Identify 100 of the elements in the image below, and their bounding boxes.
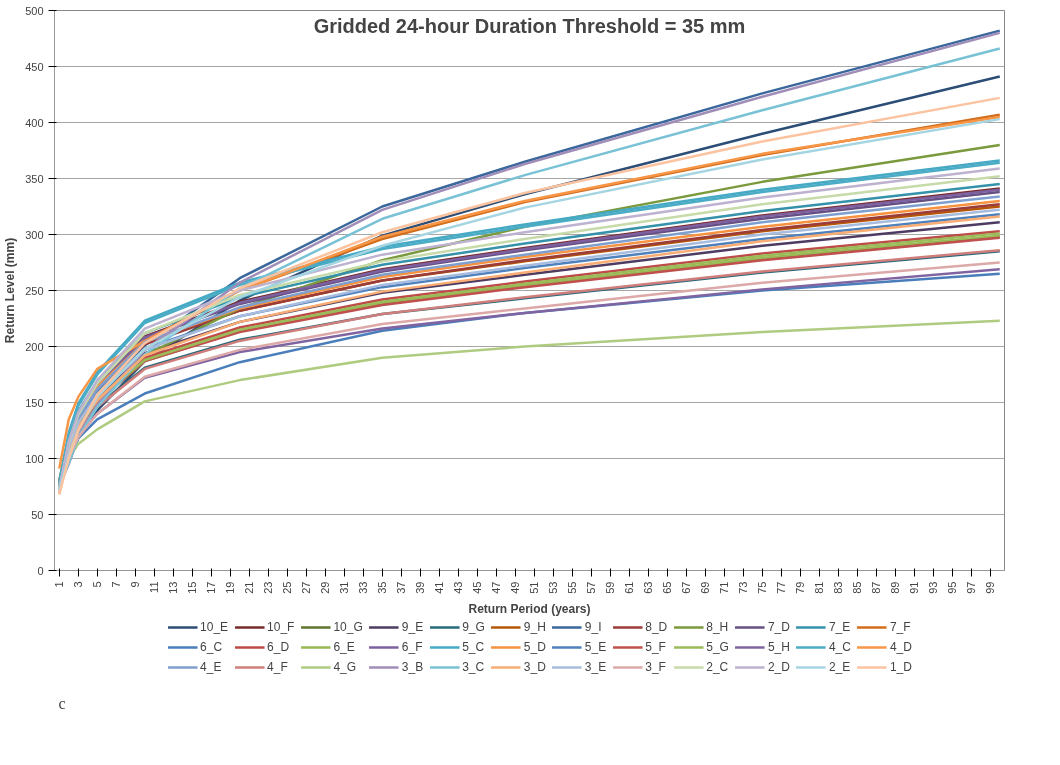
x-tick-label: 77 <box>775 581 788 594</box>
legend-label: 3_B <box>401 660 424 674</box>
x-tick-label: 23 <box>262 581 275 594</box>
x-tick-label: 3 <box>72 581 85 588</box>
legend-label: 9_G <box>462 620 485 634</box>
x-tick-label: 83 <box>832 581 845 594</box>
x-tick-label: 31 <box>338 581 351 594</box>
legend-label: 2_E <box>828 660 851 674</box>
legend-label: 5_H <box>767 640 790 654</box>
x-tick-label: 13 <box>167 581 180 594</box>
legend-label: 2_D <box>767 660 790 674</box>
x-tick-label: 79 <box>794 581 807 594</box>
x-tick-label: 81 <box>813 581 826 594</box>
legend-label: 7_D <box>767 620 790 634</box>
legend-label: 7_E <box>828 620 851 634</box>
y-tick-label: 200 <box>25 340 44 353</box>
x-tick-label: 89 <box>889 581 902 594</box>
legend-label: 3_C <box>462 660 485 674</box>
x-tick-label: 95 <box>946 581 959 594</box>
legend-label: 9_I <box>584 620 603 634</box>
legend-label: 1_D <box>889 660 912 674</box>
x-tick-label: 15 <box>186 581 199 594</box>
legend-label: 9_H <box>523 620 546 634</box>
x-tick-label: 9 <box>129 581 142 588</box>
x-tick-label: 67 <box>680 581 693 594</box>
x-tick-label: 69 <box>699 581 712 594</box>
legend-label: 6_C <box>200 640 223 654</box>
legend-label: 10_G <box>333 620 363 634</box>
text: c <box>58 694 66 712</box>
y-tick-label: 450 <box>25 60 44 73</box>
x-tick-label: 35 <box>376 581 389 594</box>
x-tick-label: 1 <box>53 581 66 588</box>
x-tick-label: 63 <box>642 581 655 594</box>
legend-label: 4_E <box>200 660 222 674</box>
x-tick-label: 85 <box>851 581 864 594</box>
x-tick-label: 45 <box>471 581 484 594</box>
legend-label: 4_F <box>267 660 288 674</box>
x-tick-label: 57 <box>585 581 598 594</box>
legend-label: 5_F <box>645 640 666 654</box>
legend-label: 10_F <box>267 620 295 634</box>
legend-label: 8_H <box>706 620 729 634</box>
x-tick-label: 37 <box>395 581 408 594</box>
legend-label: 5_D <box>523 640 546 654</box>
legend-label: 3_F <box>645 660 666 674</box>
y-tick-label: 0 <box>37 564 44 577</box>
legend-label: 3_E <box>584 660 607 674</box>
x-tick-label: 39 <box>414 581 427 594</box>
x-tick-label: 49 <box>509 581 522 594</box>
x-tick-label: 25 <box>281 581 294 594</box>
y-tick-label: 400 <box>25 116 44 129</box>
legend-label: 8_D <box>645 620 668 634</box>
y-tick-label: 350 <box>25 172 44 185</box>
y-tick-label: 50 <box>31 508 44 521</box>
legend-label: 6_D <box>267 640 290 654</box>
legend-label: 4_D <box>889 640 912 654</box>
legend-label: 6_F <box>401 640 423 654</box>
x-tick-label: 59 <box>604 581 617 594</box>
x-tick-label: 17 <box>205 581 218 594</box>
y-axis-title: Return Level (mm) <box>3 237 18 344</box>
x-tick-label: 61 <box>623 581 636 594</box>
x-tick-label: 99 <box>984 581 997 594</box>
legend-label: 6_E <box>333 640 355 654</box>
legend-label: 4_G <box>333 660 357 674</box>
y-tick-label: 500 <box>25 4 44 17</box>
x-tick-label: 87 <box>870 581 883 594</box>
y-tick-label: 150 <box>25 396 44 409</box>
x-tick-label: 97 <box>965 581 978 594</box>
y-tick-label: 100 <box>25 452 44 465</box>
x-tick-label: 71 <box>718 581 731 594</box>
x-tick-label: 27 <box>300 581 313 594</box>
x-tick-label: 41 <box>433 581 446 594</box>
x-tick-label: 65 <box>661 581 674 594</box>
x-tick-label: 43 <box>452 581 465 594</box>
x-tick-label: 19 <box>224 581 237 594</box>
legend-label: 5_C <box>462 640 485 654</box>
x-tick-label: 93 <box>927 581 940 594</box>
x-tick-label: 91 <box>908 581 921 594</box>
legend-label: 5_G <box>706 640 729 654</box>
legend-label: 10_E <box>200 620 229 634</box>
x-tick-label: 47 <box>490 581 503 594</box>
x-tick-label: 73 <box>737 581 750 594</box>
x-axis-title: Return Period (years) <box>468 601 591 616</box>
legend-label: 2_C <box>706 660 729 674</box>
legend-label: 5_E <box>584 640 607 654</box>
x-tick-label: 5 <box>91 581 104 588</box>
legend-label: 3_D <box>523 660 546 674</box>
x-tick-label: 55 <box>566 581 579 594</box>
legend-label: 9_E <box>401 620 424 634</box>
x-tick-label: 53 <box>547 581 560 594</box>
x-tick-label: 75 <box>756 581 769 594</box>
chart-title: Gridded 24-hour Duration Threshold = 35 mm <box>313 14 746 37</box>
legend-label: 4_C <box>828 640 851 654</box>
y-tick-label: 300 <box>25 228 44 241</box>
legend-label: 7_F <box>889 620 911 634</box>
x-tick-label: 33 <box>357 581 370 594</box>
y-tick-label: 250 <box>25 284 44 297</box>
x-tick-label: 7 <box>110 581 123 588</box>
x-tick-label: 29 <box>319 581 332 594</box>
x-tick-label: 21 <box>243 581 256 594</box>
x-tick-label: 11 <box>148 581 161 593</box>
